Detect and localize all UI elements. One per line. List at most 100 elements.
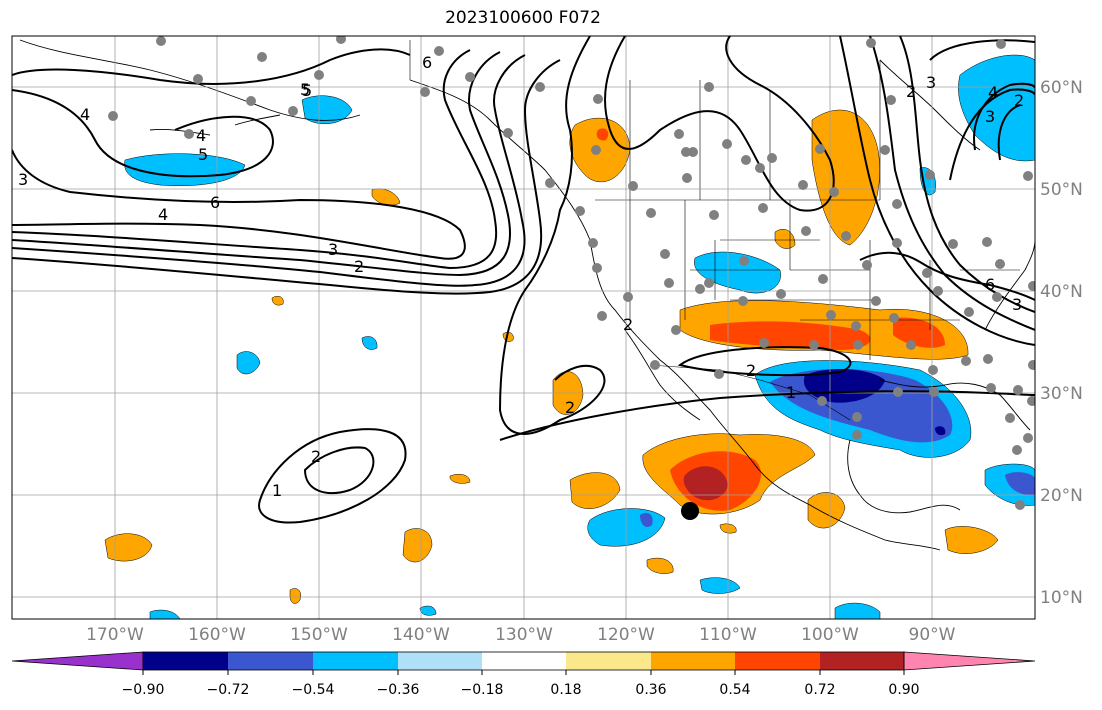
- colorbar-segment: [482, 652, 566, 670]
- colorbar-tick-label: −0.36: [377, 682, 420, 698]
- negative-region: [640, 513, 653, 527]
- coastline-gulf: [879, 379, 1031, 431]
- negative-region: [124, 153, 246, 186]
- colorbar-tick-label: 0.18: [550, 682, 581, 698]
- negative-region: [935, 426, 946, 436]
- lon-label: 100°W: [801, 625, 859, 645]
- colorbar-tick-label: 0.54: [719, 682, 750, 698]
- colorbar-segment: [735, 652, 820, 670]
- contour-line: [12, 89, 274, 178]
- lon-label: 90°W: [909, 625, 956, 645]
- contour-label: 3: [328, 240, 338, 259]
- station-dots: [108, 36, 1035, 510]
- contour-line: [12, 48, 411, 85]
- coastline-hudson: [879, 59, 981, 151]
- contour-line: [12, 49, 498, 270]
- contour-label: 5: [302, 81, 312, 100]
- colorbar-tick-label: 0.90: [888, 682, 919, 698]
- contour-label: 3: [926, 73, 936, 92]
- contour-line: [12, 51, 512, 277]
- lon-label: 130°W: [495, 625, 553, 645]
- positive-region: [569, 472, 621, 509]
- lon-label: 120°W: [597, 625, 655, 645]
- coastline-baja: [624, 329, 701, 421]
- map-border: [11, 35, 1036, 620]
- longitude-labels: 170°W 160°W 150°W 140°W 130°W 120°W 110°…: [86, 625, 956, 645]
- positive-region: [646, 557, 674, 574]
- map-title: 2023100600 F072: [445, 8, 601, 28]
- positive-region: [683, 466, 728, 501]
- lon-label: 140°W: [392, 625, 450, 645]
- colorbar-max-extend: [903, 651, 1036, 671]
- contour-line: [839, 36, 1035, 346]
- contour-line: [12, 59, 561, 295]
- positive-region: [289, 588, 301, 604]
- positive-region: [596, 128, 609, 141]
- contour-label: 5: [300, 80, 310, 99]
- contour-label: 3: [18, 170, 28, 189]
- positive-region: [944, 526, 999, 554]
- contour-label: 6: [422, 53, 432, 72]
- lat-label: 40°N: [1040, 282, 1083, 302]
- grid-lines: [12, 36, 1035, 619]
- colorbar-segment: [143, 652, 228, 670]
- contour-line: [677, 346, 852, 377]
- colorbar-segment: [820, 652, 904, 670]
- contour-label: 1: [272, 481, 282, 500]
- colorbar-segment: [398, 652, 482, 670]
- lon-label: 170°W: [86, 625, 144, 645]
- contour-label: 4: [988, 83, 998, 102]
- contour-label: 5: [198, 145, 208, 164]
- colorbar: −0.90 −0.72 −0.54 −0.36 −0.18 0.18 0.36 …: [11, 651, 1036, 698]
- lat-label: 10°N: [1040, 588, 1083, 608]
- lat-label: 50°N: [1040, 180, 1083, 200]
- contour-label: 2: [746, 361, 756, 380]
- negative-region: [958, 54, 1035, 162]
- colorbar-outline: [142, 651, 905, 671]
- contour-label: 3: [985, 107, 995, 126]
- negative-region: [1005, 472, 1035, 496]
- coastline-aleutians: [149, 114, 281, 136]
- contour-line: [929, 39, 1035, 181]
- coastline-mexico-east: [847, 439, 961, 514]
- coastline-alaska: [19, 39, 361, 121]
- contour-label: 1: [786, 383, 796, 402]
- negative-region: [149, 609, 181, 619]
- contour-line: [12, 149, 466, 260]
- colorbar-segment: [651, 652, 735, 670]
- positive-region: [104, 533, 153, 562]
- negative-region: [236, 351, 261, 375]
- contour-label: 2: [623, 315, 633, 334]
- contour-label-group: 6 5 4 4 3 3 2 2 1 2 1 2 2 3 6 5 3 4 2 6 …: [18, 53, 1024, 500]
- contour-label: 4: [80, 105, 90, 124]
- contour-label: 3: [1012, 295, 1022, 314]
- positive-region: [402, 528, 433, 563]
- contour-label: 2: [354, 257, 364, 276]
- lon-label: 160°W: [188, 625, 246, 645]
- storm-center-marker: [681, 502, 699, 520]
- colorbar-ticks: [142, 670, 905, 675]
- contour-line: [12, 54, 526, 287]
- contour-label: 6: [985, 275, 995, 294]
- colorbar-tick-label: 0.36: [635, 682, 666, 698]
- contour-lines: [12, 36, 1035, 524]
- negative-region: [419, 605, 437, 616]
- negative-region: [699, 577, 741, 594]
- colorbar-segment: [313, 652, 398, 670]
- province-lines: [629, 60, 881, 200]
- coastline-north-america-west: [409, 79, 941, 551]
- colorbar-tick-label: −0.54: [292, 682, 335, 698]
- contour-label: 2: [311, 447, 321, 466]
- lat-label: 20°N: [1040, 486, 1083, 506]
- contour-label: 2: [906, 82, 916, 101]
- colorbar-tick-label: 0.72: [804, 682, 835, 698]
- contour-line: [258, 428, 407, 524]
- contour-label: 4: [158, 205, 168, 224]
- contour-line: [499, 390, 1035, 441]
- colorbar-segment: [228, 652, 313, 670]
- negative-region: [834, 602, 881, 619]
- colorbar-min-extend: [11, 651, 144, 671]
- contour-label: 4: [196, 126, 206, 145]
- colorbar-tick-label: −0.72: [207, 682, 250, 698]
